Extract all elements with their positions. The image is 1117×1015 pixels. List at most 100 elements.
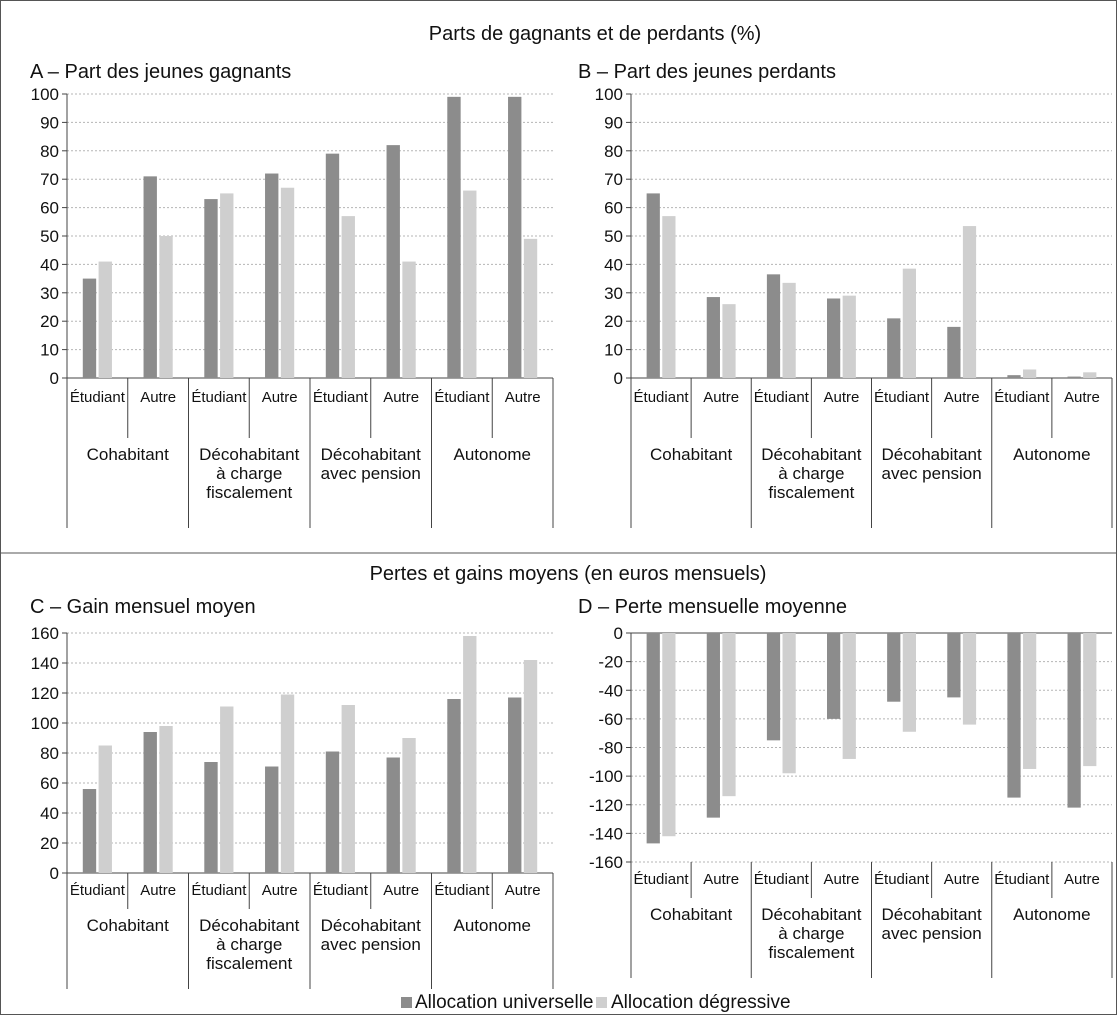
panel-d-group-label: fiscalement <box>768 943 854 962</box>
chart-panel-a: A – Part des jeunes gagnants 0 10 20 30 40 50 6… <box>30 61 554 528</box>
panel-d-bar-degressive <box>662 633 676 837</box>
panel-b-bar-degressive <box>842 295 856 378</box>
panel-b-ytick-label: 10 <box>604 341 623 360</box>
panel-c-bar-degressive <box>220 706 234 873</box>
chart-panel-b: B – Part des jeunes perdants 0 10 20 30 40 50 6… <box>578 61 1113 528</box>
panel-a-category-label: Autre <box>262 389 298 406</box>
panel-b-group-label: fiscalement <box>768 483 854 502</box>
panel-d-bar-universelle <box>706 633 720 818</box>
panel-b-ytick-label: 100 <box>595 85 623 104</box>
panel-b-category-label: Autre <box>1064 389 1100 406</box>
panel-a-group-label: avec pension <box>321 464 421 483</box>
panel-c-ytick-label: 140 <box>31 654 59 673</box>
panel-d-bar-degressive <box>962 633 977 725</box>
panel-b-bar-universelle <box>887 318 901 378</box>
panel-a-bar-degressive <box>220 193 234 378</box>
panel-c-ytick-label: 40 <box>40 804 59 823</box>
panel-a-bar-universelle <box>265 173 279 378</box>
panel-c-category-label: Autre <box>262 882 298 899</box>
panel-d-category-label: Autre <box>703 871 739 888</box>
panel-d-category-label: Étudiant <box>994 871 1050 888</box>
panel-c-title: C – Gain mensuel moyen <box>30 596 256 618</box>
panel-d-bar-universelle <box>1007 633 1021 798</box>
panel-a-bar-universelle <box>325 153 340 378</box>
panel-b-bar-degressive <box>1083 372 1097 378</box>
panel-c-bar-universelle <box>265 766 279 873</box>
panel-c-category-label: Étudiant <box>191 882 247 899</box>
panel-a-ytick-label: 30 <box>40 284 59 303</box>
panel-a-ytick-label: 80 <box>40 142 59 161</box>
panel-d-bar-degressive <box>842 633 856 759</box>
panel-b-bar-degressive <box>902 268 916 378</box>
panel-c-ytick-label: 160 <box>31 624 59 643</box>
panel-b-group-label: Décohabitant <box>761 445 861 464</box>
panel-b-category-label: Autre <box>944 389 980 406</box>
panel-d-category-label: Autre <box>1064 871 1100 888</box>
panel-a-bar-degressive <box>159 236 173 378</box>
panel-b-category-label: Étudiant <box>874 389 930 406</box>
panel-a-title: A – Part des jeunes gagnants <box>30 61 291 83</box>
panel-c-group-label: avec pension <box>321 935 421 954</box>
chart-panel-c: C – Gain mensuel moyen 0 20 40 60 80 100 120 140… <box>30 596 554 989</box>
panel-b-ytick-label: 50 <box>604 227 623 246</box>
panel-a-bar-degressive <box>402 261 416 378</box>
panel-c-category-label: Autre <box>505 882 541 899</box>
panel-a-ytick-label: 70 <box>40 170 59 189</box>
panel-c-bar-universelle <box>386 757 400 873</box>
panel-b-ytick-label: 60 <box>604 199 623 218</box>
panel-c-bar-universelle <box>508 697 522 873</box>
panel-d-group-label: à charge <box>778 924 844 943</box>
panel-a-bar-degressive <box>523 238 538 378</box>
panel-d-ytick-label: -20 <box>598 653 623 672</box>
panel-d-bar-degressive <box>722 633 736 797</box>
panel-d-bar-universelle <box>947 633 961 698</box>
section-title-top: Parts de gagnants et de perdants (%) <box>429 23 761 45</box>
legend: Allocation universelle Allocation dégres… <box>401 992 791 1013</box>
panel-d-ytick-label: 0 <box>614 624 623 643</box>
panel-b-bar-universelle <box>1007 375 1021 378</box>
panel-a-bar-degressive <box>280 187 295 378</box>
panel-a-group-label: Cohabitant <box>87 445 170 464</box>
panel-b-ytick-label: 80 <box>604 142 623 161</box>
panel-c-group-label: à charge <box>216 935 282 954</box>
panel-a-bar-degressive <box>341 216 355 378</box>
panel-c-group-label: fiscalement <box>206 954 292 973</box>
panel-c-bar-universelle <box>204 762 218 873</box>
panel-b-title: B – Part des jeunes perdants <box>578 61 836 83</box>
panel-a-category-label: Étudiant <box>313 389 369 406</box>
panel-b-bar-degressive <box>662 216 676 378</box>
panel-d-bar-degressive <box>902 633 916 732</box>
panel-c-bar-degressive <box>159 726 173 873</box>
panel-c-group-label: Cohabitant <box>87 916 170 935</box>
panel-a-bar-universelle <box>204 199 218 378</box>
panel-d-category-label: Étudiant <box>754 871 810 888</box>
panel-a-bar-degressive <box>463 190 477 378</box>
panel-a-bar-degressive <box>98 261 112 378</box>
panel-a-ytick-label: 90 <box>40 113 59 132</box>
panel-d-bar-degressive <box>782 633 796 774</box>
panel-a-ytick-label: 100 <box>31 85 59 104</box>
panel-d-category-label: Autre <box>824 871 860 888</box>
panel-a-bar-universelle <box>82 278 97 378</box>
panel-c-ytick-label: 80 <box>40 744 59 763</box>
panel-d-group-label: Décohabitant <box>882 905 982 924</box>
panel-c-category-label: Étudiant <box>434 882 490 899</box>
panel-b-category-label: Étudiant <box>994 389 1050 406</box>
panel-b-category-label: Autre <box>703 389 739 406</box>
panel-b-group-label: à charge <box>778 464 844 483</box>
panel-c-category-label: Étudiant <box>313 882 369 899</box>
panel-d-bar-degressive <box>1083 633 1097 767</box>
panel-a-category-label: Autre <box>505 389 541 406</box>
panel-a-ytick-label: 60 <box>40 199 59 218</box>
panel-d-ytick-label: -60 <box>598 710 623 729</box>
panel-d-bar-universelle <box>766 633 781 741</box>
panel-b-ytick-label: 0 <box>614 369 623 388</box>
panel-d-ytick-label: -40 <box>598 681 623 700</box>
panel-c-bar-universelle <box>447 699 461 873</box>
panel-a-bar-universelle <box>447 96 461 378</box>
panel-c-ytick-label: 0 <box>50 864 59 883</box>
panel-a-bar-universelle <box>143 176 157 378</box>
panel-b-bar-universelle <box>947 326 961 378</box>
panel-b-bar-degressive <box>782 282 796 378</box>
panel-d-ytick-label: -120 <box>589 796 623 815</box>
